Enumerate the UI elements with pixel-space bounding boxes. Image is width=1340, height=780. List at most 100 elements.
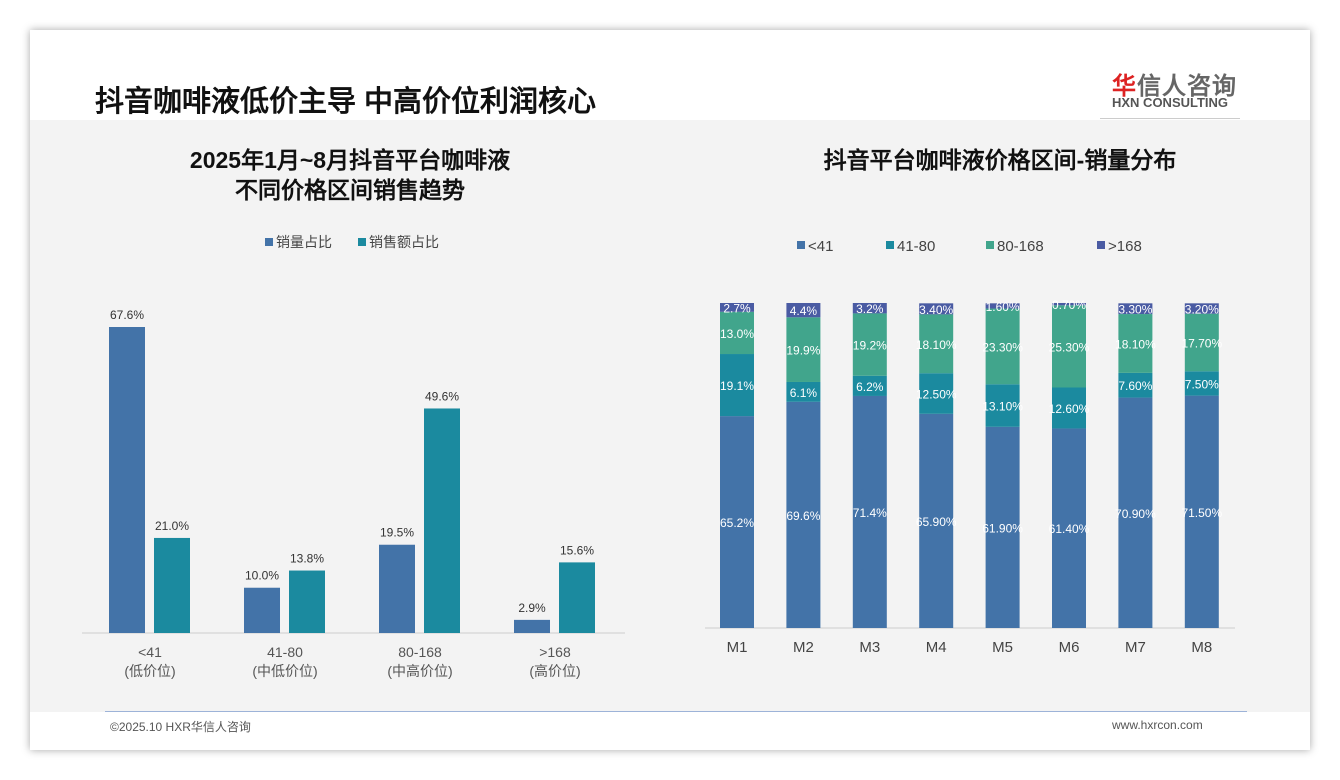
data-label: 19.1% bbox=[720, 379, 754, 393]
stacked-bar-segment bbox=[852, 313, 887, 376]
data-label: 65.90% bbox=[916, 515, 957, 529]
legend-marker bbox=[265, 238, 273, 246]
stacked-bar-segment bbox=[1118, 303, 1153, 315]
data-label: 6.1% bbox=[790, 386, 818, 400]
legend-label: 销量占比 bbox=[276, 234, 332, 250]
stacked-bar-segment bbox=[985, 426, 1020, 628]
data-label: 7.60% bbox=[1118, 379, 1152, 393]
data-label: 0.70% bbox=[1052, 298, 1086, 312]
stacked-bar-segment bbox=[1184, 313, 1219, 372]
divider bbox=[1100, 118, 1240, 119]
x-tick-label: M8 bbox=[1191, 639, 1212, 656]
stacked-bar-segment bbox=[1052, 428, 1086, 628]
data-label: 70.90% bbox=[1115, 507, 1156, 521]
logo-en: HXN CONSULTING bbox=[1112, 95, 1229, 110]
legend-label: 销售额占比 bbox=[369, 234, 439, 250]
stacked-bar-segment bbox=[852, 303, 887, 314]
legend-marker bbox=[358, 238, 366, 246]
data-label: 4.4% bbox=[790, 304, 818, 318]
stacked-bar-segment bbox=[720, 416, 754, 628]
stacked-bar-segment bbox=[786, 401, 821, 628]
bar bbox=[424, 408, 460, 633]
copyright: ©2025.10 HXR华信人咨询 bbox=[110, 720, 251, 734]
data-label: 15.6% bbox=[560, 543, 594, 557]
legend-label: >168 bbox=[1108, 238, 1142, 255]
data-label: 61.90% bbox=[982, 521, 1023, 535]
stacked-bar-segment bbox=[919, 303, 954, 315]
data-label: 13.8% bbox=[290, 552, 324, 566]
data-label: 69.6% bbox=[786, 509, 820, 523]
data-label: 71.50% bbox=[1181, 506, 1222, 520]
legend-label: 41-80 bbox=[897, 238, 935, 255]
stacked-bar-segment bbox=[720, 303, 754, 312]
footer-divider bbox=[105, 711, 1247, 712]
x-tick-label: M7 bbox=[1125, 639, 1146, 656]
data-label: 71.4% bbox=[853, 506, 887, 520]
data-label: 6.2% bbox=[856, 380, 884, 394]
x-tick-label: 80-168 bbox=[398, 644, 442, 660]
data-label: 21.0% bbox=[155, 519, 189, 533]
bar bbox=[154, 537, 190, 633]
bar bbox=[244, 587, 280, 633]
data-label: 19.5% bbox=[380, 526, 414, 540]
logo: 华信人咨询 bbox=[1112, 73, 1237, 100]
stacked-bar-segment bbox=[919, 314, 954, 374]
slide: 抖音咖啡液低价主导 中高价位利润核心 华信人咨询 HXN CONSULTING … bbox=[30, 30, 1310, 750]
stacked-bar-segment bbox=[919, 373, 954, 414]
data-label: 19.9% bbox=[786, 344, 820, 358]
data-label: 25.30% bbox=[1049, 340, 1090, 354]
stacked-bar-segment bbox=[985, 303, 1020, 309]
bar bbox=[379, 544, 415, 633]
x-tick-sublabel: (高价位) bbox=[529, 663, 580, 679]
right-chart-title: 抖音平台咖啡液价格区间-销量分布 bbox=[823, 147, 1177, 173]
legend-label: 80-168 bbox=[997, 238, 1044, 255]
x-tick-label: >168 bbox=[539, 644, 571, 660]
x-tick-label: 41-80 bbox=[267, 644, 303, 660]
x-tick-label: <41 bbox=[138, 644, 162, 660]
bar bbox=[289, 570, 325, 633]
legend-marker bbox=[986, 241, 994, 249]
x-tick-label: M5 bbox=[992, 639, 1013, 656]
data-label: 49.6% bbox=[425, 389, 459, 403]
x-tick-sublabel: (中高价位) bbox=[387, 663, 452, 679]
stacked-bar-segment bbox=[720, 354, 754, 417]
data-label: 10.0% bbox=[245, 569, 279, 583]
data-label: 18.10% bbox=[1115, 337, 1156, 351]
stacked-bar-segment bbox=[720, 311, 754, 355]
stacked-bar-segment bbox=[1184, 371, 1219, 396]
stacked-bar-segment bbox=[1052, 305, 1086, 388]
data-label: 3.2% bbox=[856, 302, 884, 316]
legend-marker bbox=[886, 241, 894, 249]
stacked-bar-segment bbox=[786, 303, 821, 318]
page-title: 抖音咖啡液低价主导 中高价位利润核心 bbox=[95, 86, 597, 118]
stacked-bar-segment bbox=[985, 308, 1020, 385]
data-label: 2.7% bbox=[723, 301, 751, 315]
data-label: 23.30% bbox=[982, 340, 1023, 354]
data-label: 3.30% bbox=[1118, 303, 1152, 317]
stacked-bar-segment bbox=[1052, 303, 1086, 306]
stacked-bar-segment bbox=[852, 395, 887, 628]
stacked-bar-segment bbox=[1118, 372, 1153, 398]
stacked-bar-segment bbox=[786, 381, 821, 402]
x-tick-label: M6 bbox=[1059, 639, 1080, 656]
x-tick-sublabel: (中低价位) bbox=[252, 663, 317, 679]
data-label: 3.40% bbox=[919, 303, 953, 317]
legend-label: <41 bbox=[808, 238, 833, 255]
bar bbox=[559, 562, 595, 633]
data-label: 61.40% bbox=[1049, 522, 1090, 536]
bar bbox=[109, 327, 145, 633]
data-label: 65.2% bbox=[720, 516, 754, 530]
legend-marker bbox=[1097, 241, 1105, 249]
x-tick-label: M2 bbox=[793, 639, 814, 656]
stacked-bar-segment bbox=[1118, 314, 1153, 373]
content-area bbox=[30, 120, 1310, 712]
stacked-bar-segment bbox=[852, 375, 887, 396]
stacked-bar-segment bbox=[985, 384, 1020, 427]
stacked-bar-segment bbox=[786, 317, 821, 382]
data-label: 3.20% bbox=[1185, 303, 1219, 317]
website: www.hxrcon.com bbox=[1112, 718, 1203, 732]
stacked-bar-segment bbox=[1184, 303, 1219, 314]
data-label: 19.2% bbox=[853, 339, 887, 353]
data-label: 12.60% bbox=[1049, 402, 1090, 416]
